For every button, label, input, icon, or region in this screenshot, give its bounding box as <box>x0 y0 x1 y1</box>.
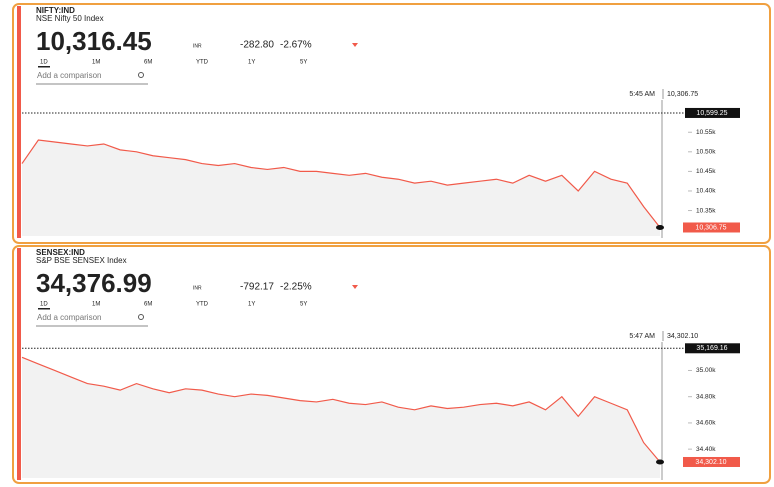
last-value-box <box>683 222 740 233</box>
last-value-label: 10,306.75 <box>695 224 726 231</box>
last-value-label: 34,302.10 <box>695 459 726 466</box>
range-button[interactable]: YTD <box>196 302 209 308</box>
last-value-box <box>683 456 740 467</box>
y-tick-label: 10.55k <box>696 129 716 136</box>
accent-bar <box>17 248 21 480</box>
price: 34,376.99 <box>36 268 152 298</box>
y-tick-label: 10.50k <box>696 149 716 156</box>
currency: INR <box>193 285 202 291</box>
range-button[interactable]: 1Y <box>248 302 255 308</box>
range-button[interactable]: 6M <box>144 60 152 66</box>
crosshair-value: 10,306.75 <box>667 91 698 98</box>
range-underline <box>38 66 50 68</box>
crosshair-time: 5:47 AM <box>629 333 655 340</box>
range-button[interactable]: 1D <box>40 302 48 308</box>
change-pct: -2.67% <box>280 40 312 51</box>
down-arrow <box>352 285 358 289</box>
crosshair-value: 34,302.10 <box>667 333 698 340</box>
y-tick-label: 10.35k <box>696 207 716 214</box>
last-point <box>656 459 664 465</box>
comparison-input[interactable]: Add a comparison <box>37 313 101 322</box>
area <box>22 140 660 236</box>
range-button[interactable]: 1M <box>92 302 100 308</box>
comparison-input[interactable]: Add a comparison <box>37 71 101 80</box>
accent-bar <box>17 6 21 238</box>
range-button[interactable]: YTD <box>196 60 209 66</box>
index-name: S&P BSE SENSEX Index <box>36 256 127 265</box>
range-button[interactable]: 1M <box>92 60 100 66</box>
change: -282.80 <box>240 40 274 51</box>
search-icon <box>138 72 144 78</box>
previous-close-label: 35,169.16 <box>696 345 727 352</box>
range-underline <box>38 308 50 310</box>
range-button[interactable]: 5Y <box>300 60 307 66</box>
area <box>22 357 660 478</box>
change-pct: -2.25% <box>280 282 312 293</box>
change: -792.17 <box>240 282 274 293</box>
y-tick-label: 10.40k <box>696 188 716 195</box>
range-button[interactable]: 6M <box>144 302 152 308</box>
range-button[interactable]: 1D <box>40 60 48 66</box>
y-tick-label: 34.60k <box>696 420 716 427</box>
previous-close-box <box>685 343 740 354</box>
previous-close-label: 10,599.25 <box>696 110 727 117</box>
index-name: NSE Nifty 50 Index <box>36 14 104 23</box>
price-line <box>21 139 661 228</box>
price: 10,316.45 <box>36 26 152 56</box>
y-tick-label: 35.00k <box>696 367 716 374</box>
price-line <box>21 356 661 463</box>
range-button[interactable]: 1Y <box>248 60 255 66</box>
down-arrow <box>352 43 358 47</box>
previous-close-box <box>685 107 740 118</box>
y-tick-label: 10.45k <box>696 168 716 175</box>
last-point <box>656 224 664 230</box>
search-icon <box>138 314 144 320</box>
symbol: SENSEX:IND <box>36 248 85 257</box>
y-tick-label: 34.40k <box>696 446 716 453</box>
y-tick-label: 34.80k <box>696 393 716 400</box>
crosshair-time: 5:45 AM <box>629 91 655 98</box>
symbol: NIFTY:IND <box>36 6 75 15</box>
range-button[interactable]: 5Y <box>300 302 307 308</box>
currency: INR <box>193 43 202 49</box>
